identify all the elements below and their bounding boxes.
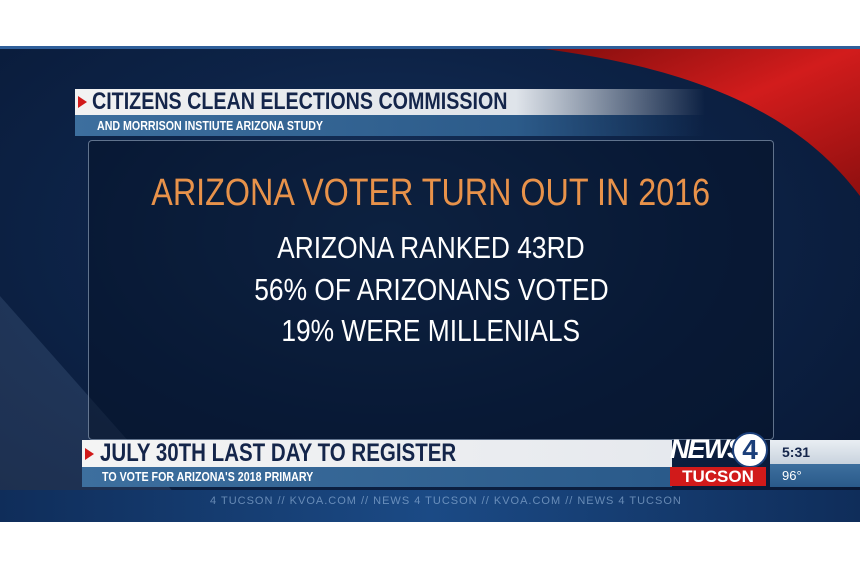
ticker-text: 4 TUCSON // KVOA.COM // NEWS 4 TUCSON //… xyxy=(210,495,682,507)
header-subtitle: AND MORRISON INSTIUTE ARIZONA STUDY xyxy=(97,118,324,133)
time-box: 5:31 xyxy=(770,440,860,464)
panel-line-text: 56% OF ARIZONANS VOTED xyxy=(253,272,609,307)
temperature: 96° xyxy=(782,468,802,483)
panel-line-text: ARIZONA RANKED 43RD xyxy=(277,230,585,265)
station-logo: NEWS 4 TUCSON xyxy=(668,432,770,488)
logo-city: TUCSON xyxy=(670,467,766,486)
panel-heading: ARIZONA VOTER TURN OUT IN 2016 xyxy=(88,172,774,215)
panel-line-text: 19% WERE MILLENIALS xyxy=(281,313,581,348)
lower-third-subtitle: TO VOTE FOR ARIZONA'S 2018 PRIMARY xyxy=(102,469,314,484)
ticker: 4 TUCSON // KVOA.COM // NEWS 4 TUCSON //… xyxy=(0,490,860,522)
lower-third-title: JULY 30TH LAST DAY TO REGISTER xyxy=(100,439,457,467)
lower-third-subbar: TO VOTE FOR ARIZONA'S 2018 PRIMARY xyxy=(82,467,672,487)
temperature-box: 96° xyxy=(770,464,860,487)
info-panel xyxy=(88,140,774,440)
panel-line: 19% WERE MILLENIALS xyxy=(88,313,774,349)
logo-number: 4 xyxy=(732,432,768,468)
lower-third-marker xyxy=(85,448,94,460)
header-subbar: AND MORRISON INSTIUTE ARIZONA STUDY xyxy=(75,115,705,136)
time: 5:31 xyxy=(782,444,811,460)
header-title: CITIZENS CLEAN ELECTIONS COMMISSION xyxy=(92,88,508,115)
header-marker xyxy=(78,96,87,108)
header-bar: CITIZENS CLEAN ELECTIONS COMMISSION xyxy=(75,89,705,115)
panel-heading-text: ARIZONA VOTER TURN OUT IN 2016 xyxy=(151,172,711,214)
panel-line: 56% OF ARIZONANS VOTED xyxy=(88,272,774,308)
panel-line: ARIZONA RANKED 43RD xyxy=(88,230,774,266)
lower-third-bar: JULY 30TH LAST DAY TO REGISTER xyxy=(82,440,672,467)
